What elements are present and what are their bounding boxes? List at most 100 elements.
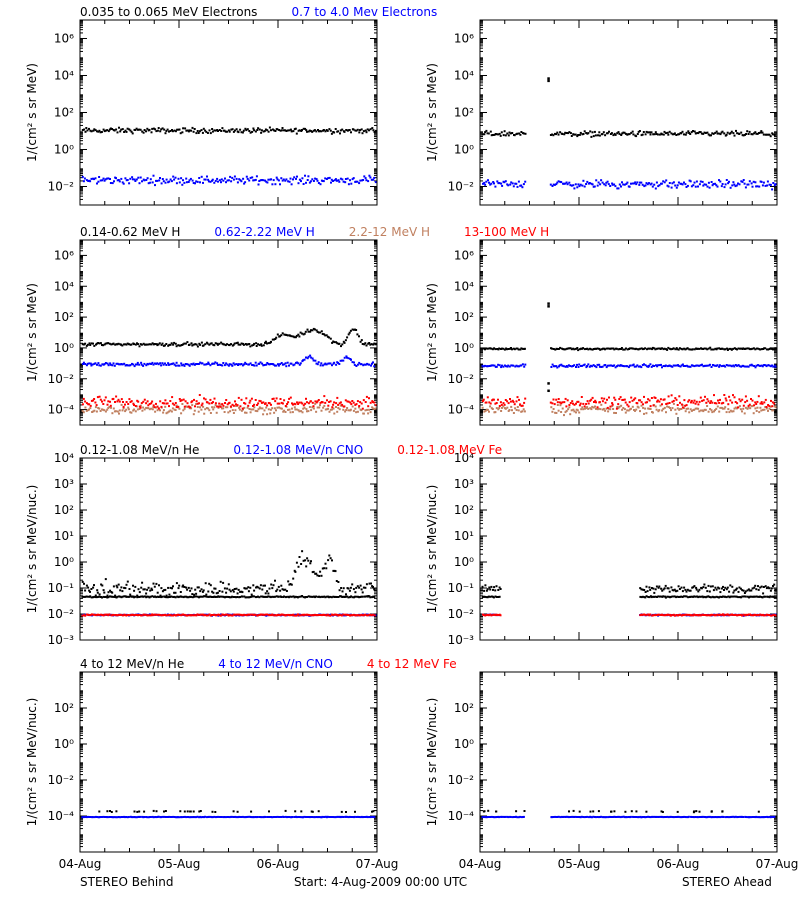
data-point <box>351 405 354 408</box>
data-point <box>326 595 328 598</box>
data-point <box>353 363 356 366</box>
data-point <box>688 348 691 351</box>
data-point <box>174 596 177 599</box>
data-point <box>556 131 559 134</box>
data-point <box>312 129 315 132</box>
data-point <box>252 584 255 587</box>
data-point <box>117 398 120 401</box>
data-point <box>569 413 572 416</box>
data-point <box>315 595 318 598</box>
data-point <box>109 589 112 592</box>
data-point <box>612 408 615 410</box>
data-point <box>258 362 261 365</box>
data-point <box>619 364 622 367</box>
data-point <box>308 181 311 184</box>
data-point <box>346 613 349 616</box>
data-point <box>608 407 611 410</box>
data-point <box>88 589 91 592</box>
data-point <box>84 400 87 403</box>
data-point <box>233 342 236 345</box>
data-point <box>352 613 355 616</box>
data-point <box>690 409 693 412</box>
legend-entry: 0.12-1.08 MeV Fe <box>397 443 502 457</box>
data-point <box>135 178 138 181</box>
data-point <box>316 330 319 333</box>
data-point <box>650 131 653 134</box>
y-tick-label: 10⁻³ <box>448 633 475 647</box>
data-point <box>575 402 577 405</box>
data-point <box>510 347 512 349</box>
data-point <box>689 365 692 368</box>
data-point <box>274 364 276 367</box>
data-point <box>155 596 158 599</box>
data-point <box>209 342 212 345</box>
data-point <box>221 590 224 593</box>
data-point <box>102 344 105 347</box>
data-point <box>169 363 172 366</box>
data-point <box>251 176 254 179</box>
data-point <box>290 595 293 598</box>
data-point <box>99 398 102 401</box>
data-point <box>494 185 497 188</box>
data-point <box>256 129 259 131</box>
data-point <box>578 404 581 407</box>
data-point <box>707 133 710 136</box>
data-point <box>270 403 272 406</box>
data-point <box>488 410 490 413</box>
data-point <box>276 333 279 336</box>
data-point <box>236 181 239 184</box>
data-point <box>122 343 125 346</box>
data-point <box>576 186 579 189</box>
data-point <box>124 129 127 132</box>
data-point <box>667 395 670 398</box>
data-point <box>295 334 298 337</box>
data-point <box>714 131 717 134</box>
data-point <box>494 589 497 592</box>
data-point <box>210 614 213 616</box>
data-point <box>109 127 112 130</box>
data-point <box>680 403 683 406</box>
data-point <box>670 409 672 412</box>
data-point <box>561 133 564 135</box>
data-point <box>687 400 690 403</box>
data-point <box>621 132 624 135</box>
data-point <box>288 614 291 617</box>
data-point <box>129 364 132 367</box>
data-point <box>709 363 711 366</box>
data-point <box>161 402 164 405</box>
data-point <box>311 130 314 133</box>
data-point <box>327 407 329 410</box>
data-point <box>519 133 522 136</box>
data-point <box>509 400 512 403</box>
data-point <box>236 613 239 616</box>
data-point <box>504 180 507 183</box>
data-point <box>683 586 686 589</box>
data-point <box>674 397 677 400</box>
data-point <box>748 348 751 351</box>
data-point <box>683 407 686 410</box>
data-point <box>595 407 597 410</box>
data-point <box>360 409 363 412</box>
data-point <box>361 407 364 410</box>
data-point <box>344 178 347 180</box>
data-point <box>154 410 157 413</box>
data-point <box>92 342 94 345</box>
data-point <box>512 185 515 188</box>
data-point <box>192 130 195 133</box>
data-point <box>307 355 310 358</box>
data-point <box>289 614 292 617</box>
data-point <box>718 365 721 368</box>
data-point <box>212 614 215 616</box>
data-point <box>224 402 226 404</box>
data-point <box>255 345 258 347</box>
data-point <box>84 595 87 598</box>
data-point <box>353 595 356 598</box>
data-point <box>146 588 149 591</box>
data-point <box>750 348 753 351</box>
y-tick-label: 10⁰ <box>454 555 474 569</box>
data-point <box>712 364 715 367</box>
data-point <box>486 588 489 591</box>
data-point <box>181 403 184 405</box>
data-point <box>293 596 296 599</box>
data-point <box>115 584 118 587</box>
